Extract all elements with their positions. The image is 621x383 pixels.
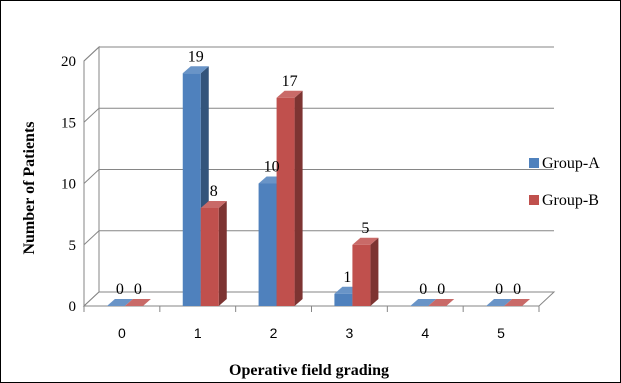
bar bbox=[106, 299, 133, 306]
floor-plane bbox=[82, 291, 556, 307]
legend-swatch bbox=[529, 195, 539, 205]
data-label: 1 bbox=[343, 269, 351, 286]
data-label: 0 bbox=[419, 281, 427, 298]
data-label: 5 bbox=[361, 220, 369, 237]
y-tick-label: 20 bbox=[61, 54, 76, 70]
data-label: 0 bbox=[513, 281, 521, 298]
gridline bbox=[83, 46, 554, 62]
y-tick-label: 10 bbox=[61, 177, 76, 193]
bar bbox=[352, 237, 379, 306]
legend-swatch bbox=[529, 158, 539, 168]
bar bbox=[124, 299, 151, 306]
y-axis-title: Number of Patients bbox=[21, 121, 38, 254]
gridline bbox=[83, 230, 554, 246]
x-tick-label: 3 bbox=[346, 325, 354, 341]
gridline bbox=[83, 169, 554, 184]
data-label: 19 bbox=[188, 48, 204, 65]
x-tick-label: 2 bbox=[270, 325, 278, 341]
data-label: 10 bbox=[264, 159, 280, 176]
y-tick-label: 5 bbox=[69, 238, 77, 254]
bar bbox=[410, 299, 437, 306]
data-label: 0 bbox=[116, 281, 124, 298]
bar bbox=[486, 299, 513, 306]
x-tick-label: 1 bbox=[194, 325, 202, 341]
gridline bbox=[83, 107, 554, 123]
gridlines bbox=[83, 46, 554, 307]
legend: Group-A Group-B bbox=[529, 155, 600, 209]
data-label: 0 bbox=[134, 281, 142, 298]
data-label: 8 bbox=[210, 183, 218, 200]
x-axis-ticks: 0 1 2 3 4 5 bbox=[83, 306, 540, 341]
data-label: 17 bbox=[282, 73, 298, 90]
legend-label: Group-A bbox=[542, 155, 600, 172]
bar bbox=[200, 201, 227, 306]
legend-label: Group-B bbox=[542, 192, 599, 209]
bars bbox=[106, 66, 531, 306]
y-axis-ticks: 0 5 10 15 20 bbox=[61, 54, 76, 315]
y-tick-label: 15 bbox=[61, 115, 76, 131]
x-tick-label: 0 bbox=[118, 325, 126, 341]
data-label: 0 bbox=[437, 281, 445, 298]
y-tick-label: 0 bbox=[69, 299, 77, 315]
bar bbox=[504, 299, 531, 306]
x-axis-title: Operative field grading bbox=[229, 362, 389, 379]
bar bbox=[428, 299, 455, 306]
x-tick-label: 5 bbox=[497, 325, 505, 341]
bar bbox=[276, 90, 303, 306]
x-tick-label: 4 bbox=[421, 325, 429, 341]
data-label: 0 bbox=[495, 281, 503, 298]
chart-floor bbox=[82, 291, 556, 307]
